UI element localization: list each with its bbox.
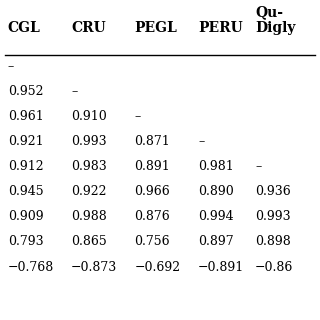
Text: 0.891: 0.891	[135, 160, 170, 173]
Text: 0.876: 0.876	[135, 211, 170, 223]
Text: –: –	[71, 85, 77, 98]
Text: 0.793: 0.793	[8, 236, 43, 248]
Text: 0.898: 0.898	[255, 236, 291, 248]
Text: 0.993: 0.993	[255, 211, 291, 223]
Text: 0.865: 0.865	[71, 236, 107, 248]
Text: 0.961: 0.961	[8, 110, 44, 123]
Text: 0.988: 0.988	[71, 211, 107, 223]
Text: 0.922: 0.922	[71, 185, 107, 198]
Text: –: –	[255, 160, 261, 173]
Text: 0.994: 0.994	[198, 211, 234, 223]
Text: –: –	[198, 135, 204, 148]
Text: 0.912: 0.912	[8, 160, 43, 173]
Text: PEGL: PEGL	[135, 21, 177, 35]
Text: 0.993: 0.993	[71, 135, 107, 148]
Text: −0.891: −0.891	[198, 260, 244, 274]
Text: 0.909: 0.909	[8, 211, 43, 223]
Text: CRU: CRU	[71, 21, 106, 35]
Text: 0.897: 0.897	[198, 236, 234, 248]
Text: –: –	[135, 110, 141, 123]
Text: 0.921: 0.921	[8, 135, 43, 148]
Text: 0.983: 0.983	[71, 160, 107, 173]
Text: PERU: PERU	[198, 21, 243, 35]
Text: –: –	[8, 60, 14, 73]
Text: 0.945: 0.945	[8, 185, 43, 198]
Text: −0.692: −0.692	[135, 260, 181, 274]
Text: CGL: CGL	[8, 21, 41, 35]
Text: 0.981: 0.981	[198, 160, 234, 173]
Text: Qu-
Digly: Qu- Digly	[255, 5, 296, 35]
Text: 0.910: 0.910	[71, 110, 107, 123]
Text: 0.966: 0.966	[135, 185, 170, 198]
Text: 0.936: 0.936	[255, 185, 291, 198]
Text: −0.86: −0.86	[255, 260, 293, 274]
Text: 0.890: 0.890	[198, 185, 234, 198]
Text: 0.871: 0.871	[135, 135, 170, 148]
Text: −0.768: −0.768	[8, 260, 54, 274]
Text: −0.873: −0.873	[71, 260, 117, 274]
Text: 0.756: 0.756	[135, 236, 170, 248]
Text: 0.952: 0.952	[8, 85, 43, 98]
